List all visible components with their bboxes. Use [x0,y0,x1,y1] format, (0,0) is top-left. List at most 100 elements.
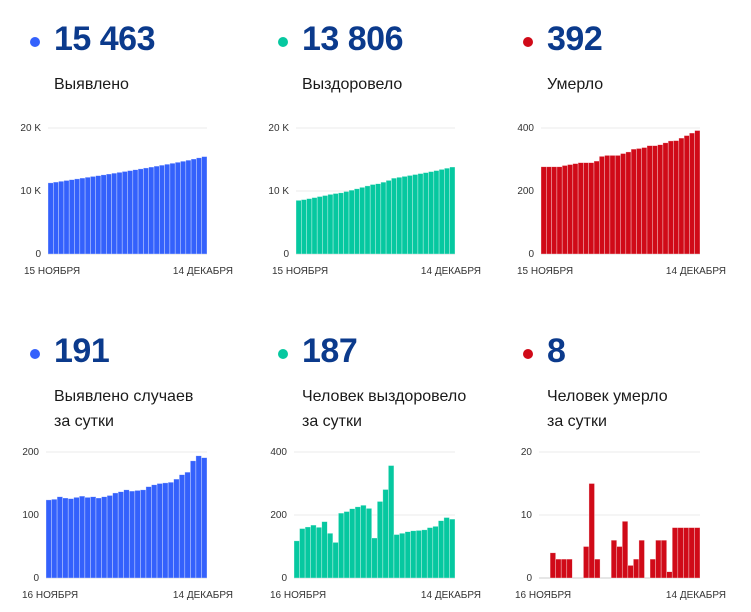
bar[interactable] [151,484,158,579]
bar[interactable] [117,491,125,579]
bar[interactable] [56,496,63,579]
bar[interactable] [396,176,403,255]
bar[interactable] [438,520,445,579]
bar[interactable] [180,160,187,255]
bar[interactable] [348,189,355,255]
bar[interactable] [443,517,450,579]
bar[interactable] [62,497,69,579]
bar[interactable] [153,165,160,255]
bar[interactable] [593,160,600,255]
bar[interactable] [667,140,674,255]
bar[interactable] [201,156,208,255]
bar[interactable] [338,192,345,255]
bar[interactable] [359,187,366,255]
bar[interactable] [111,172,118,255]
bar[interactable] [689,132,695,255]
bar[interactable] [299,528,306,579]
bar[interactable] [327,194,334,255]
bar[interactable] [354,188,360,255]
bar[interactable] [621,521,629,579]
bar[interactable] [121,171,128,255]
bar[interactable] [127,170,134,255]
bar[interactable] [134,490,141,579]
bar[interactable] [311,197,318,255]
bar[interactable] [116,172,123,255]
bar[interactable] [560,558,568,579]
bar[interactable] [630,148,637,255]
bar[interactable] [556,166,563,255]
bar[interactable] [449,518,456,579]
bar[interactable] [164,163,171,255]
bar[interactable] [304,526,311,579]
bar[interactable] [683,135,690,255]
bar[interactable] [79,495,86,579]
bar[interactable] [652,145,658,255]
bar[interactable] [63,180,70,255]
bar[interactable] [549,552,556,579]
bar[interactable] [432,526,439,579]
bar[interactable] [649,558,656,579]
bar[interactable] [68,179,75,255]
bar[interactable] [444,167,450,255]
bar[interactable] [540,166,547,255]
bar[interactable] [300,199,307,255]
bar[interactable] [627,565,634,579]
bar[interactable] [201,457,208,579]
bar[interactable] [95,497,102,579]
bar[interactable] [178,474,186,579]
bar[interactable] [616,546,623,579]
bar[interactable] [364,185,371,255]
bar[interactable] [184,471,191,579]
bar[interactable] [332,193,339,255]
bar[interactable] [641,147,648,255]
bar[interactable] [369,184,376,255]
bar[interactable] [633,558,640,579]
bar[interactable] [169,162,176,255]
bar[interactable] [417,173,424,255]
bar[interactable] [196,157,202,255]
bar[interactable] [159,164,165,255]
bar[interactable] [343,511,350,579]
bar[interactable] [391,177,397,255]
bar[interactable] [662,142,669,255]
bar[interactable] [610,539,618,579]
bar[interactable] [293,540,300,579]
bar[interactable] [167,481,174,579]
bar[interactable] [694,527,701,579]
bar[interactable] [371,537,378,579]
bar[interactable] [185,159,192,255]
bar[interactable] [410,530,417,579]
bar[interactable] [310,524,317,579]
bar[interactable] [677,527,684,579]
bar[interactable] [660,539,667,579]
bar[interactable] [132,169,139,255]
bar[interactable] [376,501,384,579]
bar[interactable] [101,496,108,579]
bar[interactable] [577,162,584,255]
bar[interactable] [58,180,65,255]
bar[interactable] [588,162,595,255]
bar[interactable] [678,137,685,255]
bar[interactable] [438,169,445,255]
bar[interactable] [673,140,680,255]
bar[interactable] [380,181,387,255]
bar[interactable] [190,158,197,255]
bar[interactable] [599,156,605,255]
bar[interactable] [646,145,653,255]
bar[interactable] [100,174,107,255]
bar[interactable] [173,478,180,579]
bar[interactable] [555,558,562,579]
bar[interactable] [561,165,568,255]
bar[interactable] [583,162,590,255]
bar[interactable] [332,542,339,579]
bar[interactable] [67,498,75,579]
bar[interactable] [393,534,400,579]
bar[interactable] [190,460,197,579]
bar[interactable] [365,508,373,579]
bar[interactable] [95,175,102,255]
bar[interactable] [322,195,329,255]
bar[interactable] [428,171,435,255]
bar[interactable] [84,176,91,255]
bar[interactable] [594,558,601,579]
bar[interactable] [360,504,367,579]
